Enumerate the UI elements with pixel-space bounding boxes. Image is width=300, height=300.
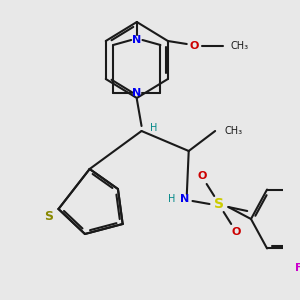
Text: O: O	[197, 171, 207, 181]
Text: O: O	[231, 227, 241, 237]
Text: N: N	[132, 35, 141, 45]
Text: H: H	[168, 194, 176, 204]
Text: H: H	[150, 123, 158, 133]
Text: CH₃: CH₃	[230, 41, 248, 51]
Text: CH₃: CH₃	[225, 126, 243, 136]
Text: F: F	[296, 263, 300, 273]
Text: N: N	[180, 194, 190, 204]
Text: S: S	[45, 211, 54, 224]
Text: O: O	[190, 41, 199, 51]
Text: S: S	[214, 197, 224, 211]
Text: N: N	[132, 88, 141, 98]
